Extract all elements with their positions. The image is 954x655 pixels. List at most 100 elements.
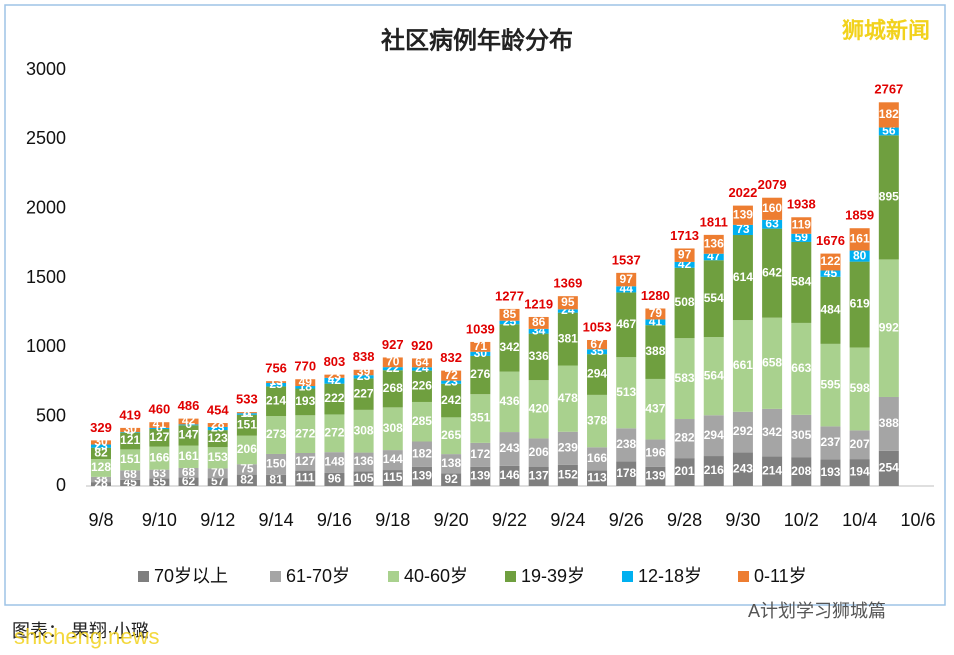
bar-segment: [120, 449, 141, 471]
value-label: 68: [182, 465, 196, 479]
value-label: 294: [704, 428, 724, 442]
value-label: 243: [733, 461, 753, 475]
value-label: 182: [879, 107, 899, 121]
value-label: 508: [675, 295, 695, 309]
bar-segment: [791, 322, 812, 415]
bar-segment: [791, 457, 812, 486]
bar-segment: [587, 354, 608, 395]
legend-label: 19-39岁: [521, 566, 585, 586]
value-label: 161: [850, 232, 870, 246]
bar-segment: [91, 447, 111, 460]
bar-segment: [382, 407, 403, 451]
bar-segment: [207, 468, 228, 479]
bar-segment: [703, 253, 724, 261]
legend-label: 40-60岁: [404, 566, 468, 586]
value-label: 139: [470, 469, 490, 483]
value-label: 226: [412, 378, 432, 392]
value-label: 138: [441, 456, 461, 470]
value-label: 214: [762, 463, 782, 477]
bar-segment: [557, 365, 578, 432]
bar-segment: [791, 233, 812, 242]
value-label: 583: [675, 371, 695, 385]
bar-segment: [470, 341, 491, 352]
x-tick-label: 9/14: [259, 510, 294, 530]
bar-segment: [120, 432, 141, 450]
bar-segment: [149, 469, 170, 479]
bar-segment: [732, 235, 753, 321]
value-label: 381: [558, 331, 578, 345]
bar-segment: [849, 430, 870, 460]
x-tick-label: 9/8: [88, 510, 113, 530]
value-label: 166: [587, 451, 607, 465]
value-label: 436: [499, 394, 519, 408]
value-label: 150: [266, 457, 286, 471]
bar-segment: [266, 453, 287, 475]
value-label: 294: [587, 367, 607, 381]
bar-segment: [120, 427, 141, 433]
value-label: 115: [383, 470, 403, 484]
bar-segment: [149, 429, 170, 447]
bar-segment: [849, 228, 870, 251]
value-label: 96: [328, 472, 342, 486]
bar-segment: [849, 459, 870, 486]
bar-segment: [382, 357, 403, 368]
value-label: 206: [529, 445, 549, 459]
bar-segment: [762, 317, 783, 409]
x-tick-label: 9/10: [142, 510, 177, 530]
bar-segment: [528, 438, 549, 468]
value-label: 139: [733, 207, 753, 221]
value-label: 663: [791, 361, 811, 375]
total-label: 1537: [612, 252, 641, 267]
x-tick-label: 10/4: [842, 510, 877, 530]
value-label: 92: [444, 472, 458, 486]
value-label: 196: [645, 445, 665, 459]
x-tick-label: 9/22: [492, 510, 527, 530]
bar-segment: [820, 426, 841, 460]
bar-segment: [178, 477, 199, 486]
bar-segment: [820, 270, 841, 277]
value-label: 64: [415, 355, 429, 369]
value-label: 30: [94, 435, 108, 449]
bar-segment: [645, 308, 666, 320]
bar-segment: [470, 442, 491, 467]
bar-segment: [645, 466, 666, 486]
bar-segment: [441, 473, 462, 486]
value-label: 67: [590, 337, 604, 351]
bar-segment: [382, 370, 403, 408]
bar-segment: [587, 339, 608, 350]
bar-segment: [674, 458, 695, 486]
bar-segment: [878, 102, 899, 128]
total-label: 1369: [553, 276, 582, 291]
bar-segment: [499, 432, 520, 466]
bar-segment: [528, 380, 549, 439]
value-label: 97: [678, 247, 692, 261]
total-label: 1811: [700, 214, 728, 229]
bar-segment: [791, 414, 812, 458]
total-label: 1277: [495, 288, 524, 303]
value-label: 79: [649, 306, 663, 320]
value-label: 336: [529, 349, 549, 363]
value-label: 119: [792, 218, 812, 232]
total-label: 1713: [670, 228, 699, 243]
value-label: 658: [762, 355, 782, 369]
value-label: 467: [616, 317, 636, 331]
legend-swatch: [738, 571, 749, 582]
x-tick-label: 10/2: [784, 510, 819, 530]
bar-segment: [499, 465, 520, 486]
value-label: 147: [179, 428, 199, 442]
total-label: 1219: [524, 296, 553, 311]
bar-segment: [382, 450, 403, 471]
bar-segment: [587, 349, 608, 355]
x-tick-label: 9/26: [609, 510, 644, 530]
value-label: 72: [444, 368, 458, 382]
y-tick-label: 3000: [26, 59, 66, 79]
value-label: 81: [269, 473, 283, 487]
value-label: 614: [733, 270, 753, 284]
value-label: 136: [354, 454, 374, 468]
value-label: 661: [733, 358, 753, 372]
bar-segment: [849, 347, 870, 431]
bar-segment: [616, 461, 637, 486]
bar-segment: [266, 382, 287, 387]
bar-segment: [441, 380, 462, 384]
value-label: 342: [499, 340, 519, 354]
